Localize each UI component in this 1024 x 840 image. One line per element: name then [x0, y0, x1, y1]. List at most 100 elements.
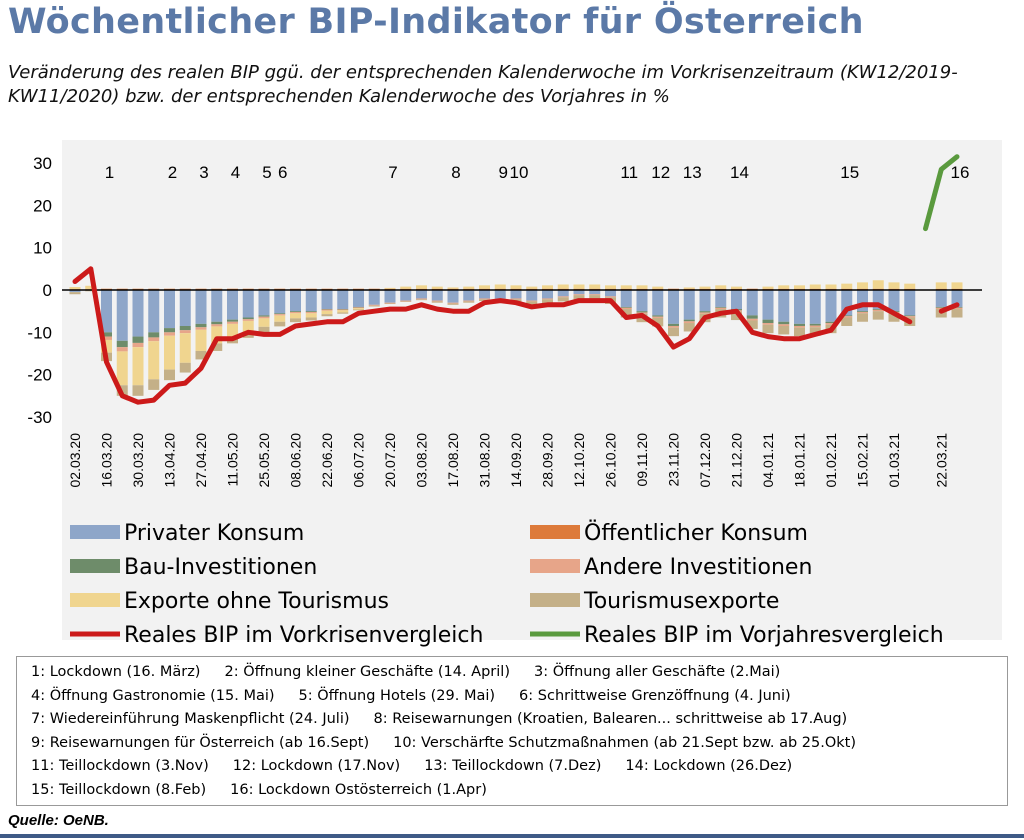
bar-1-01.02.21 [825, 290, 837, 322]
bar-1-31.08.20 [479, 290, 490, 299]
bar-5-29.06.20 [337, 310, 349, 313]
bar-5-18.01.21 [794, 285, 805, 289]
bar-3-06.04.20 [148, 332, 160, 338]
bar-4-20.04.20 [179, 330, 191, 334]
y-tick-label: -30 [27, 408, 52, 427]
bar-4-04.01.21 [762, 323, 774, 325]
x-tick-label: 16.03.20 [99, 433, 115, 488]
bar-5-02.11.20 [620, 285, 632, 289]
note-item: 15: Teillockdown (8.Feb) [31, 781, 207, 798]
x-tick-label: 09.11.20 [634, 433, 650, 487]
bar-4-16.03.20 [101, 336, 112, 340]
bar-6-27.07.20 [400, 301, 412, 302]
bar-3-02.11.20 [620, 306, 632, 308]
bar-3-11.01.21 [778, 321, 790, 325]
bar-1-26.10.20 [605, 290, 616, 297]
bar-5-28.09.20 [542, 285, 553, 289]
bar-3-20.04.20 [179, 325, 191, 331]
y-tick-label: 0 [43, 281, 52, 300]
bar-6-29.06.20 [337, 312, 349, 314]
bar-4-03.08.20 [416, 298, 427, 300]
bar-4-11.05.20 [227, 321, 238, 324]
bar-1-12.10.20 [573, 290, 585, 295]
bar-5-04.01.21 [762, 286, 774, 289]
plot-background [62, 140, 1002, 640]
bar-5-09.03.20 [85, 285, 97, 290]
bar-5-14.09.20 [510, 285, 522, 289]
x-tick-label: 30.03.20 [130, 433, 146, 488]
bar-4-01.02.21 [825, 323, 837, 325]
bar-4-01.06.20 [274, 314, 286, 316]
bar-3-04.01.21 [762, 319, 774, 324]
bar-1-07.12.20 [699, 290, 711, 312]
bar-3-15.02.21 [857, 311, 868, 313]
note-item: 16: Lockdown Ostösterreich (1.Apr) [230, 781, 487, 798]
bar-5-12.10.20 [573, 284, 585, 289]
annotation-10: 10 [510, 163, 529, 182]
bar-1-20.04.20 [179, 290, 191, 326]
y-tick-label: 20 [33, 196, 52, 215]
bar-5-20.07.20 [384, 287, 396, 289]
bar-6-20.04.20 [179, 362, 191, 373]
line-series-2 [923, 154, 960, 232]
bar-5-03.08.20 [416, 285, 427, 289]
bar-6-03.08.20 [416, 299, 427, 301]
bar-6-23.11.20 [668, 327, 679, 337]
bar-5-11.05.20 [227, 323, 238, 337]
bar-1-17.08.20 [447, 290, 459, 303]
bar-1-29.06.20 [337, 290, 349, 310]
bar-3-22.06.20 [321, 309, 333, 310]
annotation-5: 5 [262, 163, 271, 182]
x-tick-label: 18.01.21 [792, 433, 808, 488]
bar-1-04.01.21 [762, 290, 774, 320]
annotation-12: 12 [651, 163, 670, 182]
bar-6-21.12.20 [731, 311, 742, 321]
bar-1-08.03.21 [904, 290, 916, 316]
note-item: 1: Lockdown (16. März) [31, 664, 201, 680]
bar-3-29.06.20 [337, 309, 349, 310]
annotation-14: 14 [730, 163, 749, 182]
bar-6-25.01.21 [809, 327, 821, 336]
legend-label-1: Privater Konsum [124, 521, 304, 546]
bar-6-05.10.20 [557, 297, 569, 302]
bar-3-01.06.20 [274, 313, 286, 315]
bar-6-04.05.20 [211, 343, 223, 351]
x-tick-label: 13.04.20 [162, 433, 178, 488]
bar-5-30.03.20 [132, 347, 144, 386]
bar-1-22.06.20 [321, 290, 333, 310]
bar-5-16.11.20 [652, 286, 664, 289]
legend-label-7: Reales BIP im Vorkrisenvergleich [124, 623, 483, 648]
bar-5-27.04.20 [195, 329, 207, 351]
bar-1-25.05.20 [258, 290, 270, 316]
bar-5-31.08.20 [479, 285, 490, 289]
x-tick-label: 01.02.21 [823, 433, 839, 488]
bar-1-18.01.21 [794, 290, 805, 324]
bar-6-20.07.20 [384, 303, 396, 305]
bar-4-08.03.21 [904, 316, 916, 318]
bar-4-19.10.20 [589, 294, 601, 296]
bar-1-05.10.20 [557, 290, 569, 297]
annotation-1: 1 [105, 163, 114, 182]
bar-1-02.03.20 [69, 290, 81, 293]
bar-6-29.03.21 [951, 309, 963, 318]
bar-4-28.12.20 [746, 318, 758, 321]
bar-1-13.04.20 [164, 290, 175, 329]
bar-5-04.05.20 [211, 326, 223, 344]
bar-6-12.10.20 [573, 295, 585, 301]
bar-6-21.09.20 [526, 301, 538, 305]
bar-1-09.11.20 [636, 290, 648, 312]
bar-1-23.11.20 [668, 290, 679, 324]
bar-6-19.10.20 [589, 295, 601, 302]
line-layer [72, 154, 960, 405]
bar-1-14.12.20 [715, 290, 727, 307]
legend-swatch-1 [70, 525, 120, 539]
note-line: 11: Teillockdown (3.Nov) 12: Lockdown (17… [31, 755, 993, 779]
bar-3-11.05.20 [227, 319, 238, 322]
x-tick-label: 31.08.20 [477, 433, 493, 488]
x-tick-label: 15.02.21 [855, 433, 871, 488]
note-item: 3: Öffnung aller Geschäfte (2.Mai) [533, 664, 781, 680]
bar-5-22.06.20 [321, 310, 333, 315]
note-item: 5: Öffnung Hotels (29. Mai) [298, 687, 496, 704]
bar-1-27.04.20 [195, 290, 207, 324]
bar-5-06.07.20 [353, 308, 364, 310]
